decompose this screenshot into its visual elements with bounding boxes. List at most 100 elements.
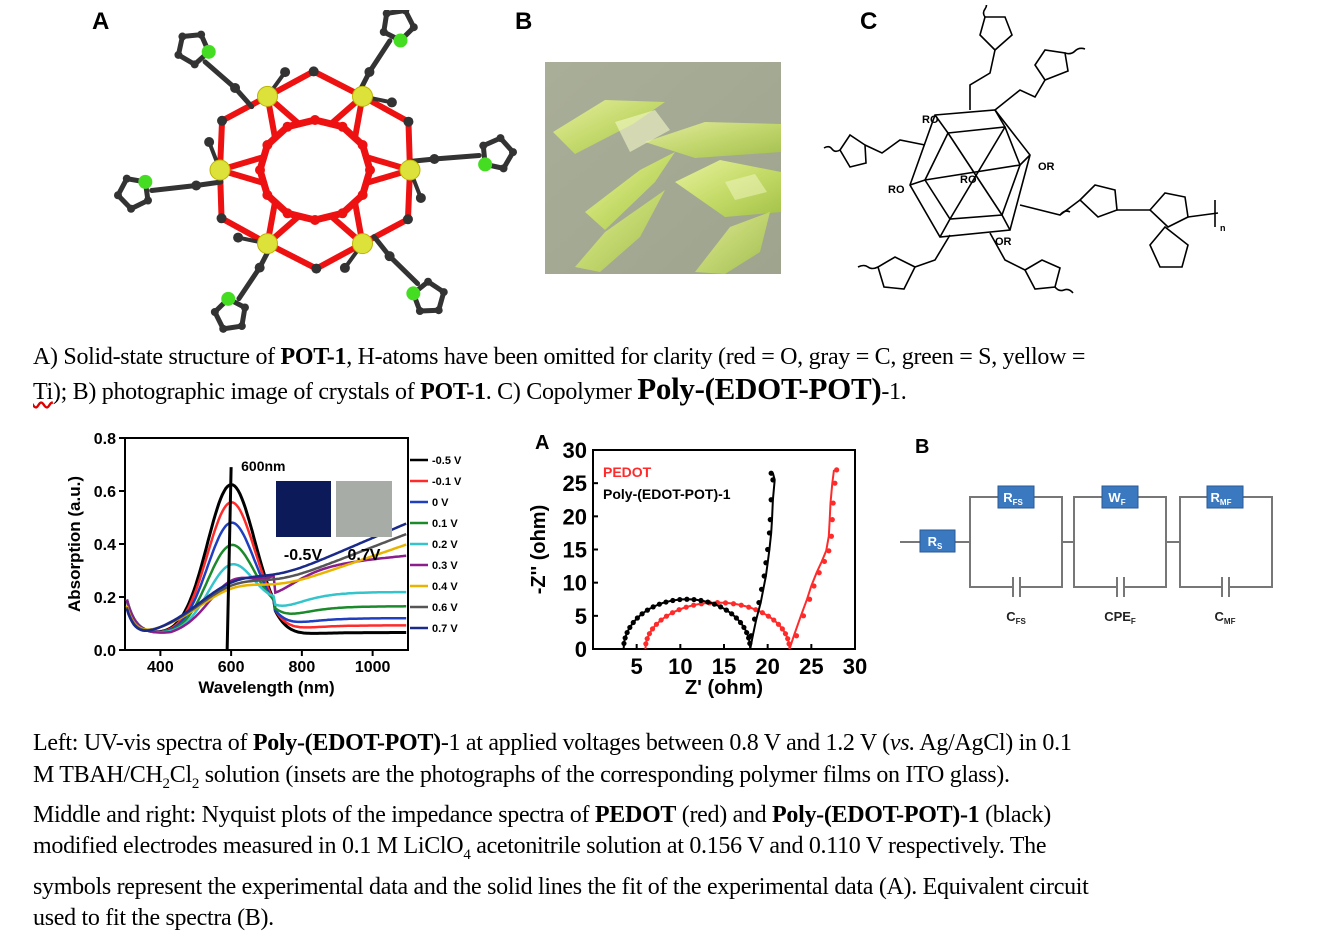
- data-point: [730, 601, 737, 607]
- legend-label: 0.2 V: [432, 539, 458, 551]
- inset-film-oxidized: [336, 481, 392, 537]
- caption-text: ); B) photographic image of crystals of: [52, 379, 421, 405]
- caption-line-5: symbols represent the experimental data …: [33, 873, 1089, 900]
- crystal-photo: [545, 62, 781, 274]
- data-point: [722, 600, 729, 606]
- resistor-rfs: [997, 485, 1035, 509]
- series-line: [125, 522, 407, 632]
- data-point: [705, 599, 711, 605]
- data-point: [627, 624, 633, 631]
- series-line: [125, 554, 407, 634]
- legend-label: 0.7 V: [432, 623, 458, 635]
- nyquist-panel-letter: A: [535, 432, 549, 454]
- label-cmf: CMF: [1215, 609, 1236, 626]
- inset-film-reduced: [276, 481, 331, 537]
- caption-line-2: M TBAH/CH2Cl2 solution (insets are the p…: [33, 761, 1010, 792]
- caption-line-3: Middle and right: Nyquist plots of the i…: [33, 801, 1051, 828]
- data-point: [806, 596, 813, 602]
- legend-label: -0.5 V: [432, 455, 462, 467]
- data-point: [759, 610, 765, 616]
- or-label-1: OR: [1038, 161, 1055, 173]
- inset-label-oxidized: 0.7V: [348, 547, 381, 564]
- data-point: [670, 597, 676, 604]
- resistor-rs: [919, 529, 956, 553]
- data-point: [746, 604, 752, 610]
- peak-marker-line: [225, 467, 233, 652]
- y-tick-label: 25: [563, 471, 587, 496]
- x-tick-label: 20: [755, 654, 779, 679]
- data-point: [800, 613, 807, 619]
- caption-bold: POT-1: [420, 379, 486, 405]
- y-tick-label: 0.2: [94, 590, 116, 607]
- y-tick-label: 0.4: [94, 537, 116, 554]
- data-point: [691, 602, 697, 608]
- legend-label: 0.6 V: [432, 602, 458, 614]
- data-point: [649, 626, 656, 632]
- molecule-structure-image: [113, 10, 518, 333]
- label-cfs: CFS: [1006, 609, 1026, 626]
- data-point: [793, 633, 800, 639]
- data-point: [770, 477, 776, 483]
- data-point: [765, 546, 771, 553]
- uv-vis-chart: 0.0 0.2 0.4 0.6 0.8 400 600 800 1000 Wavelength (…: [65, 431, 462, 697]
- data-point: [765, 613, 771, 619]
- data-point: [785, 636, 791, 642]
- data-point: [621, 640, 627, 647]
- data-point: [658, 617, 664, 623]
- y-tick-label: 0.0: [94, 643, 116, 660]
- x-tick-label: 30: [843, 654, 867, 679]
- warburg-wf: [1101, 485, 1139, 509]
- data-point: [748, 633, 754, 639]
- data-point: [768, 470, 774, 476]
- caption-top: A) Solid-state structure of POT-1, H-ato…: [33, 341, 1293, 408]
- data-point: [677, 596, 683, 603]
- legend-label: 0.4 V: [432, 581, 458, 593]
- data-point: [826, 548, 832, 554]
- data-point: [767, 517, 773, 523]
- data-point: [644, 636, 650, 642]
- panel-letter-b: B: [515, 8, 533, 35]
- data-point: [646, 631, 653, 637]
- data-point: [723, 607, 729, 613]
- data-point: [684, 596, 690, 602]
- y-tick-label: 0.8: [94, 431, 116, 448]
- data-point: [733, 615, 739, 621]
- data-point: [717, 604, 724, 610]
- data-point: [683, 604, 689, 610]
- data-point: [747, 640, 753, 647]
- circuit-letter: B: [915, 436, 929, 458]
- y-tick-label: 10: [563, 571, 587, 596]
- x-tick-label: 800: [289, 659, 316, 676]
- data-point: [763, 560, 769, 566]
- svg-text:WF: WF: [1108, 490, 1125, 507]
- legend-label: -0.1 V: [432, 476, 462, 488]
- data-point: [829, 517, 835, 523]
- x-axis-label: Z' (ohm): [685, 677, 763, 699]
- data-point: [624, 629, 630, 636]
- data-point: [779, 626, 785, 632]
- equivalent-circuit: B RS R: [900, 436, 1273, 626]
- data-point: [643, 641, 649, 647]
- data-point: [711, 601, 717, 607]
- caption-line-4: modified electrodes measured in 0.1 M Li…: [33, 833, 1047, 864]
- y-axis-label: -Z'' (ohm): [528, 505, 550, 594]
- data-point: [656, 601, 663, 607]
- data-point: [828, 533, 835, 539]
- data-point: [832, 480, 838, 486]
- legend-label: Poly-(EDOT-POT)-1: [603, 486, 731, 502]
- data-point: [663, 613, 670, 619]
- copolymer-structure-drawing: RO RO RO OR OR n: [823, 5, 1226, 294]
- data-point: [644, 607, 651, 613]
- n-label: n: [1220, 223, 1226, 233]
- legend-label: PEDOT: [603, 464, 652, 480]
- data-point: [729, 611, 735, 617]
- x-tick-label: 15: [712, 654, 736, 679]
- x-tick-label: 400: [147, 659, 174, 676]
- resistor-rmf: [1206, 485, 1244, 509]
- data-point: [782, 631, 789, 637]
- ro-label-2: RO: [888, 184, 905, 196]
- data-point: [691, 596, 697, 603]
- nyquist-chart: A 0 5 10 15 20 25 30 5 10 15 20 25 30 Z' (ohm) -Z'' (oh…: [528, 432, 867, 699]
- data-point: [751, 616, 758, 622]
